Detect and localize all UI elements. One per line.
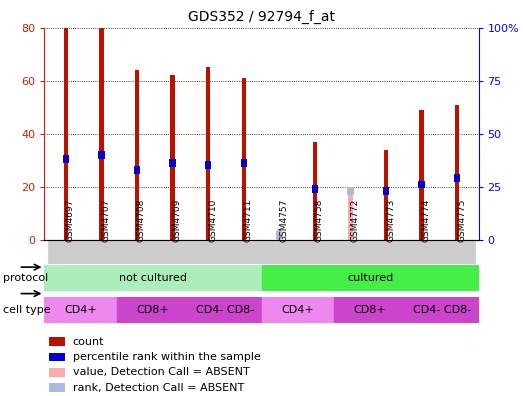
Bar	[155, 240, 190, 264]
Bar	[262, 240, 297, 264]
Text: CD8+: CD8+	[137, 305, 169, 315]
Text: GSM4774: GSM4774	[422, 198, 430, 242]
Bar	[63, 155, 69, 163]
Bar	[48, 240, 84, 264]
Text: value, Detection Call = ABSENT: value, Detection Call = ABSENT	[73, 367, 249, 377]
Text: CD4- CD8-: CD4- CD8-	[196, 305, 255, 315]
Bar	[241, 159, 247, 167]
Bar	[455, 105, 459, 240]
Text: CD4+: CD4+	[64, 305, 97, 315]
Text: not cultured: not cultured	[119, 273, 187, 283]
Bar	[383, 187, 389, 195]
Bar	[276, 231, 282, 239]
Text: rank, Detection Call = ABSENT: rank, Detection Call = ABSENT	[73, 383, 244, 393]
Text: cultured: cultured	[347, 273, 393, 283]
Text: GSM4775: GSM4775	[457, 198, 466, 242]
Bar	[404, 240, 439, 264]
Bar	[169, 159, 176, 167]
Text: GSM4707: GSM4707	[101, 198, 110, 242]
Bar	[134, 166, 140, 173]
Bar	[206, 67, 210, 240]
Text: GSM4710: GSM4710	[208, 198, 217, 242]
Bar	[119, 240, 155, 264]
Bar	[49, 337, 65, 346]
Bar	[454, 174, 460, 182]
Text: cell type: cell type	[3, 305, 50, 315]
Text: GSM4709: GSM4709	[173, 198, 181, 242]
Bar	[99, 28, 104, 240]
Bar	[262, 297, 334, 323]
Bar	[347, 187, 354, 195]
Bar	[49, 383, 65, 392]
Bar	[49, 353, 65, 361]
Bar	[190, 240, 226, 264]
Bar	[334, 297, 406, 323]
Bar	[348, 189, 353, 240]
Bar	[242, 78, 246, 240]
Text: GSM4758: GSM4758	[315, 198, 324, 242]
Bar	[277, 229, 281, 240]
Bar	[84, 240, 119, 264]
Text: protocol: protocol	[3, 273, 48, 283]
Text: GSM4757: GSM4757	[279, 198, 288, 242]
Bar	[418, 181, 425, 188]
Text: GSM4772: GSM4772	[350, 198, 359, 242]
Bar	[333, 240, 368, 264]
Text: CD8+: CD8+	[354, 305, 386, 315]
Bar	[170, 75, 175, 240]
Title: GDS352 / 92794_f_at: GDS352 / 92794_f_at	[188, 10, 335, 24]
Bar	[368, 240, 404, 264]
Text: CD4- CD8-: CD4- CD8-	[413, 305, 472, 315]
Bar	[205, 162, 211, 169]
Bar	[313, 142, 317, 240]
Bar	[44, 297, 117, 323]
Bar	[312, 185, 318, 193]
Text: GSM4708: GSM4708	[137, 198, 146, 242]
Bar	[419, 110, 424, 240]
Text: GSM4711: GSM4711	[244, 198, 253, 242]
Bar	[226, 240, 262, 264]
Bar	[189, 297, 262, 323]
Text: GSM4773: GSM4773	[386, 198, 395, 242]
Text: count: count	[73, 337, 104, 347]
Text: GSM4697: GSM4697	[66, 198, 75, 242]
Bar	[98, 151, 105, 159]
Bar	[49, 368, 65, 377]
Bar	[439, 240, 475, 264]
Bar	[64, 28, 68, 240]
Bar	[262, 265, 479, 291]
Text: CD4+: CD4+	[281, 305, 314, 315]
Bar	[406, 297, 479, 323]
Bar	[117, 297, 189, 323]
Bar	[297, 240, 333, 264]
Bar	[44, 265, 262, 291]
Bar	[384, 150, 388, 240]
Bar	[135, 70, 139, 240]
Text: percentile rank within the sample: percentile rank within the sample	[73, 352, 260, 362]
